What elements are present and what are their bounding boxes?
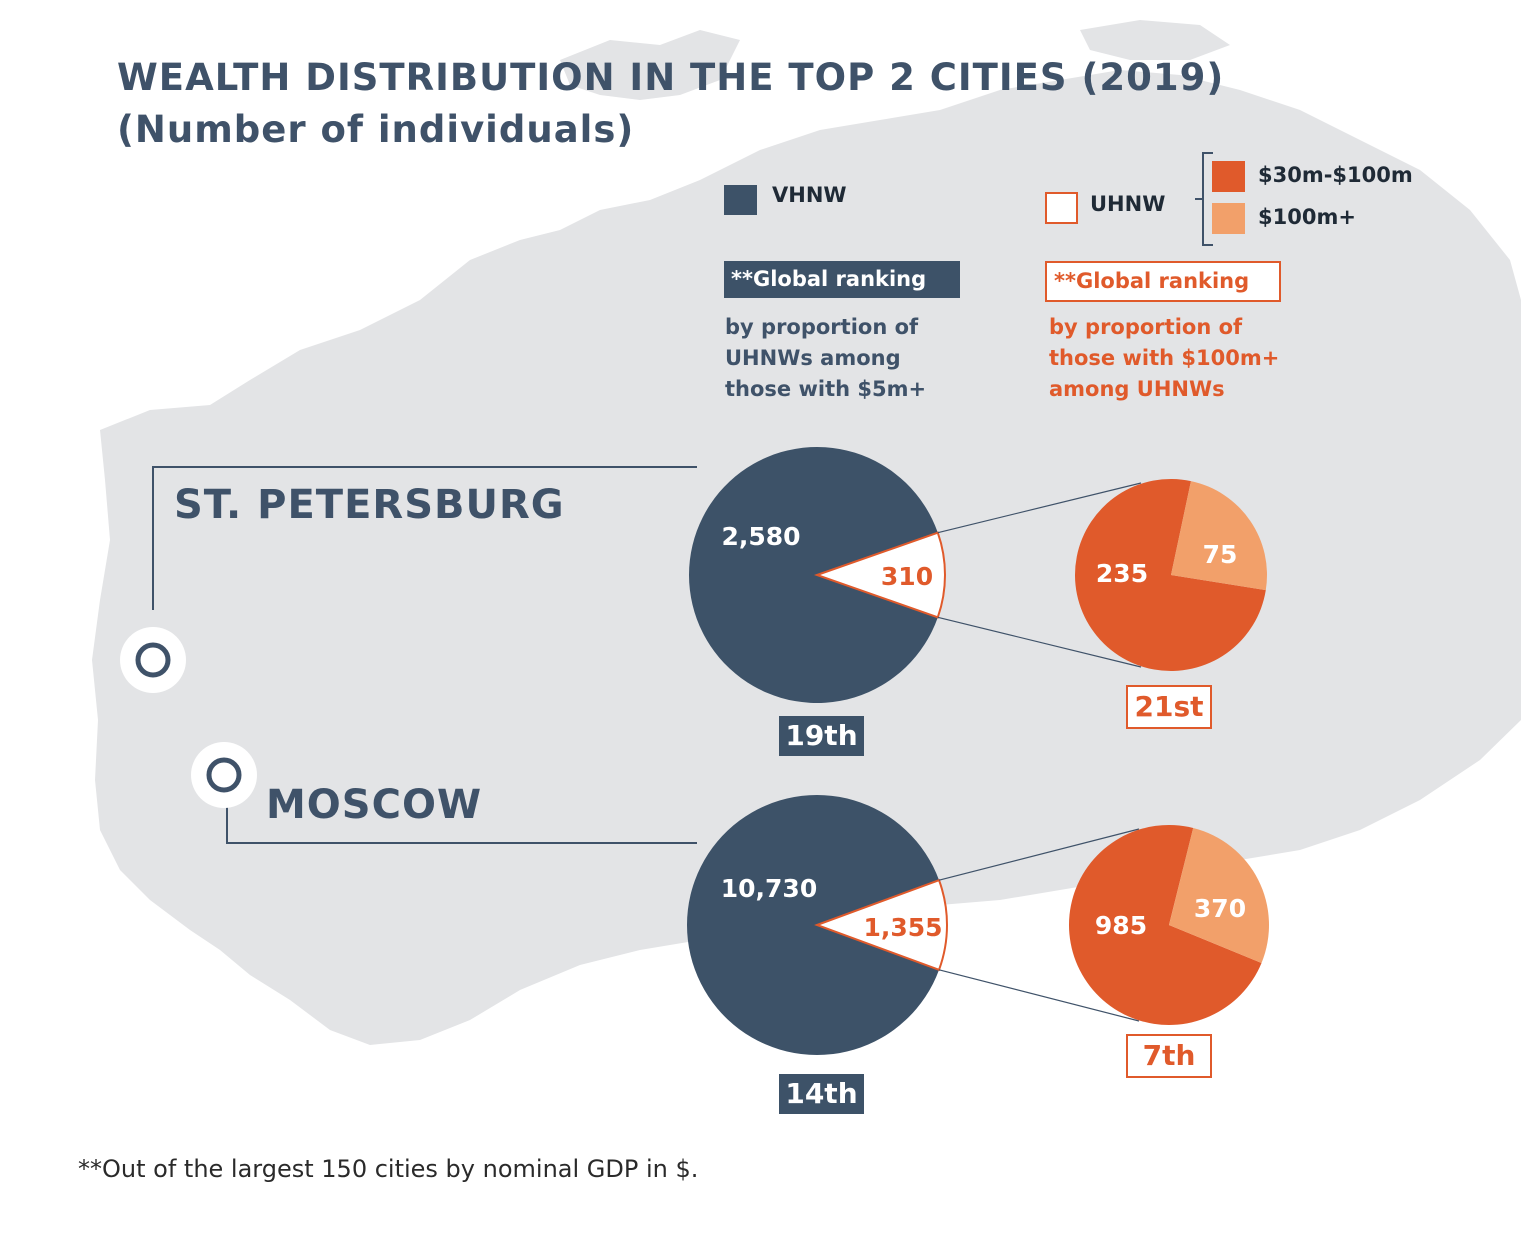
global-ranking-header-vhnw: **Global ranking [724,261,960,298]
spb-marker-ring [135,642,171,678]
data-label-uhnw: 310 [881,562,933,591]
ranking-desc-line: among UHNWs [1049,377,1225,401]
connector-lines [152,466,697,844]
global-ranking-header-uhnw: **Global ranking [1045,261,1281,302]
pie-slice-30m-100m [1075,479,1266,671]
data-label-100m-plus: 75 [1203,540,1238,569]
legend-label-100m-plus: $100m+ [1258,205,1356,229]
pie-slice-uhnw [813,531,946,619]
legend-swatch-vhnw [724,185,757,215]
moscow-connector-line [226,800,697,844]
rank-badge-moscow-uhnw: 7th [1126,1034,1212,1078]
ranking-desc-line: by proportion of [1049,315,1243,339]
city-markers [120,627,257,808]
ranking-desc-line: by proportion of [725,315,919,339]
global-ranking-desc-uhnw: by proportion of those with $100m+ among… [1049,312,1279,405]
city-label-moscow: MOSCOW [266,782,483,828]
spb-marker-outer [120,627,186,693]
chart-title: WEALTH DISTRIBUTION IN THE TOP 2 CITIES … [117,52,1224,156]
ranking-desc-line: those with $100m+ [1049,346,1280,370]
data-label-uhnw: 1,355 [863,913,942,942]
rank-badge-spb-vhnw: 19th [779,716,864,756]
pie-slice-100m-plus [1169,827,1270,963]
pie-slice-uhnw [814,878,948,972]
data-label-30m-100m: 235 [1096,559,1148,588]
legend-swatch-100m-plus [1212,203,1245,234]
title-line-1: WEALTH DISTRIBUTION IN THE TOP 2 CITIES … [117,56,1225,99]
data-label-vhnw: 2,580 [721,522,800,551]
moscow-marker-outer [191,742,257,808]
pie-slice-30m-100m [1068,825,1262,1025]
legend-label-30m-100m: $30m-$100m [1258,163,1413,187]
pie-charts: 2,580 310 235 75 10,730 1,355 985 370 [687,446,1270,1055]
city-label-st-petersburg: ST. PETERSBURG [174,482,565,528]
legend-bracket [1195,152,1213,246]
legend-swatch-uhnw [1045,192,1078,224]
zoom-connector-line [937,482,1142,534]
ranking-desc-line: those with $5m+ [725,377,927,401]
legend-label-vhnw: VHNW [772,183,847,207]
spb-connector-line [152,466,697,610]
rank-badge-spb-uhnw: 21st [1126,685,1212,729]
zoom-connector-line [937,616,1142,668]
legend-label-uhnw: UHNW [1090,192,1166,216]
title-line-2: (Number of individuals) [117,108,635,151]
data-label-vhnw: 10,730 [721,874,817,903]
legend-swatch-30m-100m [1212,161,1245,192]
global-ranking-desc-vhnw: by proportion of UHNWs among those with … [725,312,926,405]
zoom-connector-line [938,969,1140,1022]
data-label-100m-plus: 370 [1194,894,1246,923]
ranking-desc-line: UHNWs among [725,346,901,370]
map-island-2 [1080,20,1230,60]
zoom-connector-line [938,828,1140,881]
pie-slice-100m-plus [1171,481,1267,591]
pie-slice-vhnw [689,446,938,703]
moscow-marker-ring [206,757,242,793]
pie-slice-vhnw [687,795,940,1055]
footnote: **Out of the largest 150 cities by nomin… [78,1155,699,1183]
rank-badge-moscow-vhnw: 14th [779,1074,864,1114]
data-label-30m-100m: 985 [1095,911,1147,940]
map-island [560,30,740,100]
